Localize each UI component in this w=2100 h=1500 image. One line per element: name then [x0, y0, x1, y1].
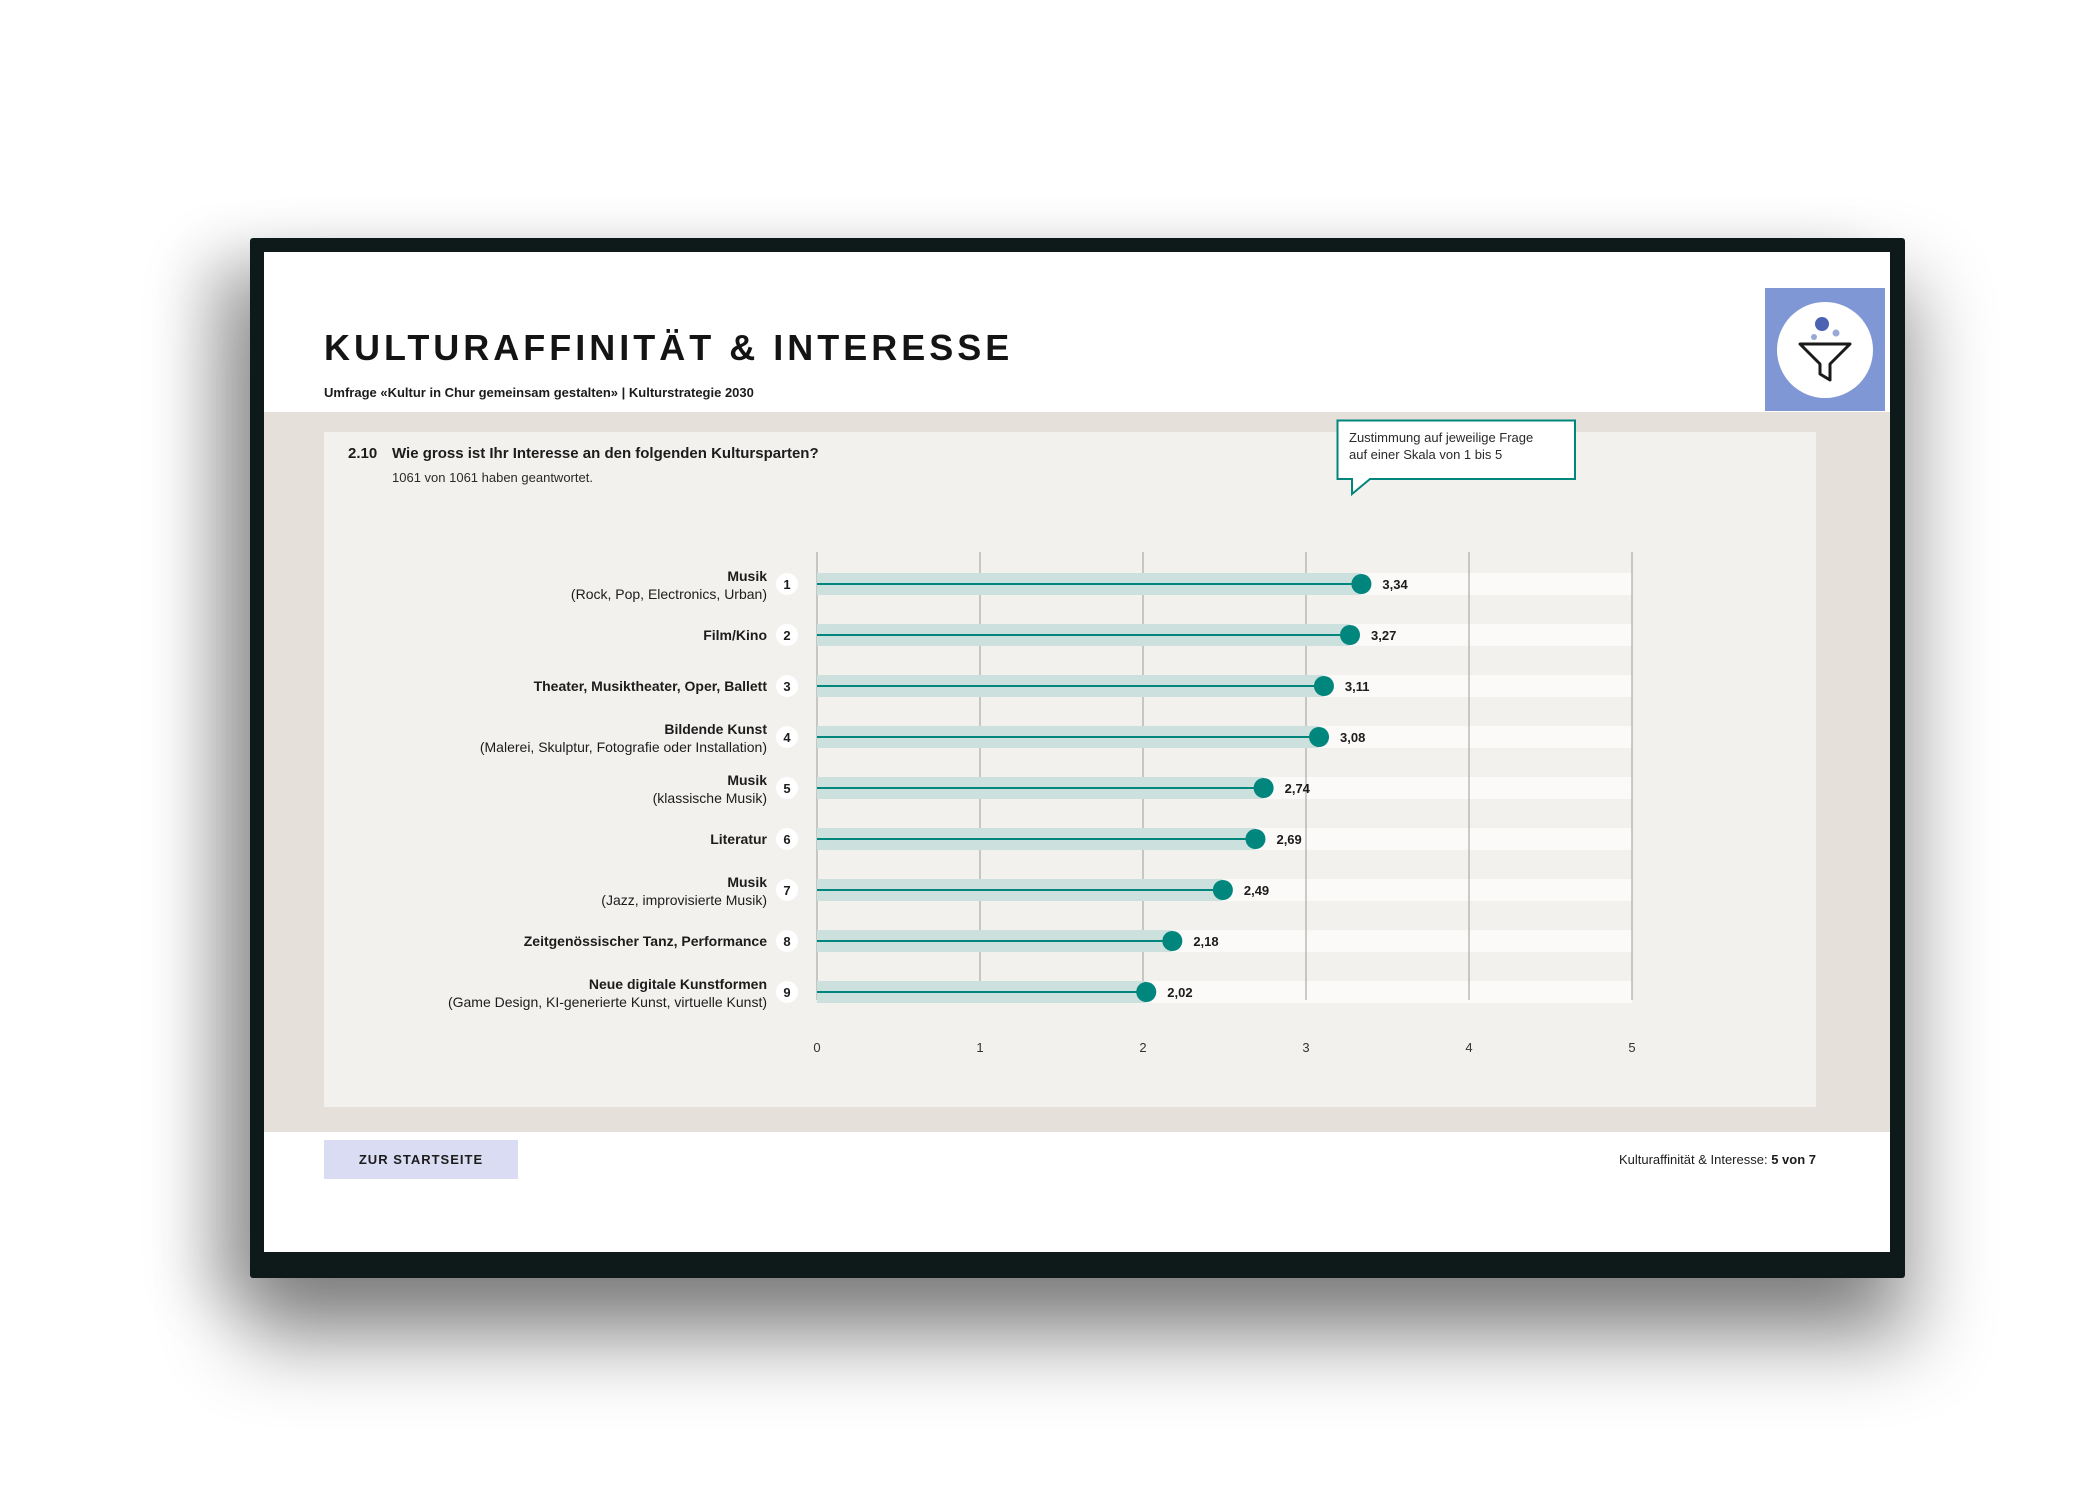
value-dot — [1136, 982, 1157, 1002]
value-dot — [1309, 727, 1330, 747]
value-dot — [1253, 778, 1274, 798]
category-label: Musik — [727, 568, 767, 584]
response-count: 1061 von 1061 haben geantwortet. — [392, 470, 593, 485]
rank-badge — [776, 828, 798, 850]
rank-badge — [776, 981, 798, 1003]
value-label: 3,11 — [1345, 679, 1370, 694]
footer-page-count: 5 von 7 — [1771, 1152, 1816, 1167]
value-label: 2,49 — [1244, 883, 1269, 898]
category-sublabel: (klassische Musik) — [653, 790, 767, 806]
value-dot — [1212, 880, 1233, 900]
callout-box — [1336, 419, 1576, 497]
x-tick-label: 1 — [976, 1040, 983, 1055]
rank-number: 3 — [783, 679, 790, 694]
value-dot — [1313, 676, 1334, 696]
value-dot — [1245, 829, 1266, 849]
category-sublabel: (Rock, Pop, Electronics, Urban) — [571, 586, 767, 602]
rank-number: 6 — [783, 832, 790, 847]
callout-line-2: auf einer Skala von 1 bis 5 — [1349, 447, 1503, 462]
category-label: Musik — [727, 874, 767, 890]
value-dot — [1162, 931, 1183, 951]
value-label: 2,69 — [1276, 832, 1301, 847]
question-text: Wie gross ist Ihr Interesse an den folge… — [392, 445, 819, 462]
rank-badge — [776, 777, 798, 799]
question-number: 2.10 — [348, 445, 378, 462]
home-button[interactable]: ZUR STARTSEITE — [324, 1140, 518, 1179]
category-label: Literatur — [710, 831, 767, 847]
value-label: 2,18 — [1193, 934, 1218, 949]
value-dot — [1340, 625, 1361, 645]
category-label: Theater, Musiktheater, Oper, Ballett — [534, 678, 768, 694]
footer-page-indicator: Kulturaffinität & Interesse: 5 von 7 — [1619, 1152, 1816, 1167]
rank-badge — [776, 624, 798, 646]
rank-number: 8 — [783, 934, 790, 949]
category-sublabel: (Game Design, KI-generierte Kunst, virtu… — [448, 994, 767, 1010]
page-title: KULTURAFFINITÄT & INTERESSE — [324, 327, 1014, 368]
rank-badge — [776, 879, 798, 901]
rank-badge — [776, 573, 798, 595]
value-dot — [1351, 574, 1372, 594]
footer-section-label: Kulturaffinität & Interesse: — [1618, 1152, 1768, 1167]
filter-button[interactable] — [1765, 288, 1885, 411]
category-label: Musik — [727, 772, 767, 788]
category-label: Neue digitale Kunstformen — [589, 976, 767, 992]
rank-number: 1 — [783, 577, 790, 592]
callout-text: Zustimmung auf jeweilige Frage auf einer… — [1349, 429, 1579, 463]
filter-icon-circle — [1777, 301, 1873, 398]
filter-icon — [1798, 316, 1852, 381]
rank-badge — [776, 930, 798, 952]
category-sublabel: (Malerei, Skulptur, Fotografie oder Inst… — [480, 739, 767, 755]
rank-badge — [776, 675, 798, 697]
rank-badge — [776, 726, 798, 748]
rank-number: 2 — [783, 628, 790, 643]
value-label: 3,34 — [1382, 577, 1408, 592]
value-label: 3,08 — [1340, 730, 1365, 745]
callout-line-1: Zustimmung auf jeweilige Frage — [1349, 430, 1534, 445]
x-tick-label: 4 — [1465, 1040, 1472, 1055]
x-tick-label: 5 — [1628, 1040, 1635, 1055]
screen: KULTURAFFINITÄT & INTERESSE Umfrage «Kul… — [264, 252, 1890, 1252]
x-tick-label: 2 — [1139, 1040, 1146, 1055]
x-tick-label: 0 — [813, 1040, 820, 1055]
category-label: Film/Kino — [703, 627, 767, 643]
value-label: 2,02 — [1167, 985, 1192, 1000]
value-label: 2,74 — [1285, 781, 1311, 796]
category-label: Bildende Kunst — [664, 721, 767, 737]
value-label: 3,27 — [1371, 628, 1396, 643]
chart: 1 Musik (Rock, Pop, Electronics, Urban) 3,3… — [448, 552, 1636, 1055]
category-sublabel: (Jazz, improvisierte Musik) — [601, 892, 767, 908]
rank-number: 9 — [783, 985, 790, 1000]
rank-number: 7 — [783, 883, 790, 898]
page-subtitle: Umfrage «Kultur in Chur gemeinsam gestal… — [324, 385, 754, 400]
rank-number: 4 — [783, 730, 791, 745]
rank-number: 5 — [783, 781, 790, 796]
category-label: Zeitgenössischer Tanz, Performance — [524, 933, 767, 949]
x-tick-label: 3 — [1302, 1040, 1309, 1055]
